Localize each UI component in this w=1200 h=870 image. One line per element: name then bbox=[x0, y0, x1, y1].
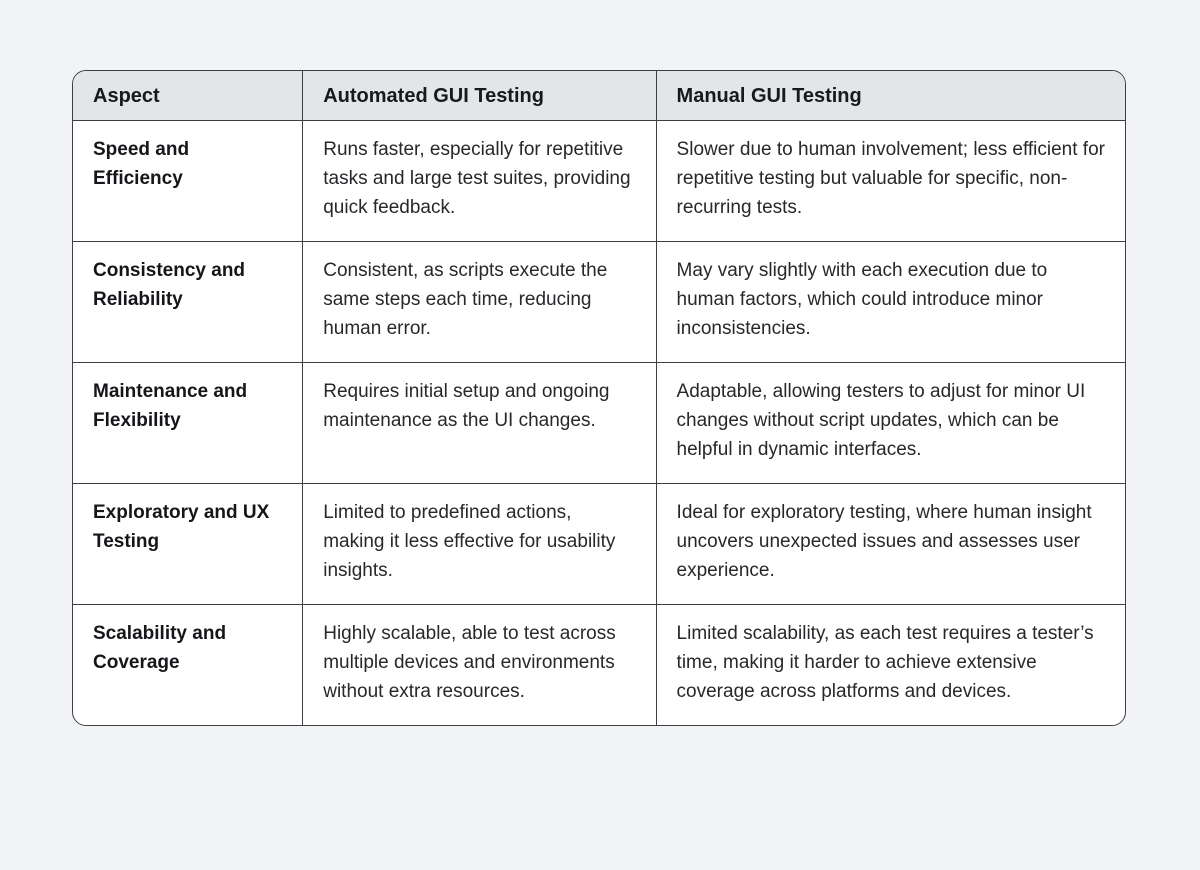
column-header-automated-gui-testing: Automated GUI Testing bbox=[303, 71, 657, 121]
column-header-manual-gui-testing: Manual GUI Testing bbox=[656, 71, 1125, 121]
table-header-row: Aspect Automated GUI Testing Manual GUI … bbox=[73, 71, 1125, 121]
automated-cell: Requires initial setup and ongoing maint… bbox=[303, 363, 657, 484]
table-row-scalability-and-coverage: Scalability and Coverage Highly scalable… bbox=[73, 605, 1125, 725]
manual-cell: Adaptable, allowing testers to adjust fo… bbox=[656, 363, 1125, 484]
manual-cell: May vary slightly with each execution du… bbox=[656, 242, 1125, 363]
automated-cell: Consistent, as scripts execute the same … bbox=[303, 242, 657, 363]
manual-cell: Slower due to human involvement; less ef… bbox=[656, 121, 1125, 242]
automated-cell: Limited to predefined actions, making it… bbox=[303, 484, 657, 605]
automated-cell: Highly scalable, able to test across mul… bbox=[303, 605, 657, 725]
table-row-exploratory-and-ux-testing: Exploratory and UX Testing Limited to pr… bbox=[73, 484, 1125, 605]
automated-cell: Runs faster, especially for repetitive t… bbox=[303, 121, 657, 242]
gui-testing-comparison-table: Aspect Automated GUI Testing Manual GUI … bbox=[72, 70, 1126, 726]
manual-cell: Ideal for exploratory testing, where hum… bbox=[656, 484, 1125, 605]
aspect-cell: Speed and Efficiency bbox=[73, 121, 304, 242]
table-row-speed-and-efficiency: Speed and Efficiency Runs faster, especi… bbox=[73, 121, 1125, 242]
comparison-table: Aspect Automated GUI Testing Manual GUI … bbox=[73, 71, 1125, 725]
manual-cell: Limited scalability, as each test requir… bbox=[676, 623, 1094, 702]
table-row-consistency-and-reliability: Consistency and Reliability Consistent, … bbox=[73, 242, 1125, 363]
table-row-maintenance-and-flexibility: Maintenance and Flexibility Requires ini… bbox=[73, 363, 1125, 484]
aspect-cell: Scalability and Coverage bbox=[73, 605, 304, 725]
aspect-cell: Maintenance and Flexibility bbox=[73, 363, 304, 484]
aspect-cell: Exploratory and UX Testing bbox=[73, 484, 304, 605]
aspect-cell: Consistency and Reliability bbox=[73, 242, 304, 363]
column-header-aspect: Aspect bbox=[73, 71, 304, 121]
